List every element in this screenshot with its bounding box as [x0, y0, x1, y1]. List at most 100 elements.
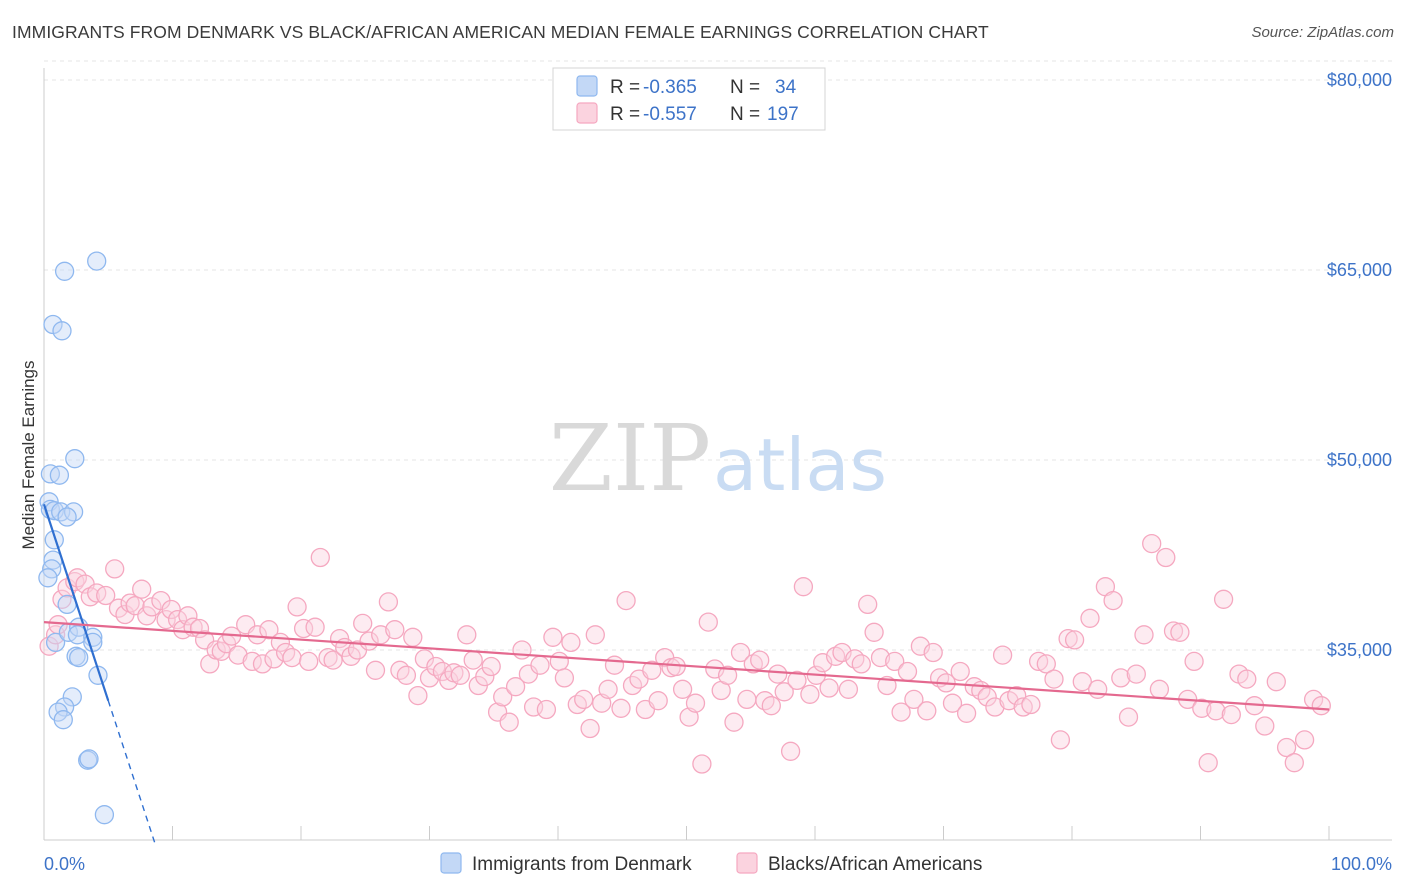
data-point-blacks	[1192, 698, 1212, 718]
data-point-blacks	[475, 666, 495, 687]
data-point-blacks	[755, 691, 775, 711]
data-point-blacks	[904, 689, 924, 710]
data-point-denmark	[45, 632, 66, 653]
data-point-blacks	[985, 697, 1005, 717]
data-point-blacks	[1213, 589, 1234, 609]
data-point-blacks	[885, 651, 905, 672]
data-point-denmark	[63, 502, 84, 522]
series-blacks-points	[39, 533, 1331, 774]
data-point-blacks	[1064, 630, 1085, 650]
data-point-blacks	[648, 691, 668, 711]
data-point-blacks	[161, 599, 181, 620]
data-point-denmark	[57, 507, 77, 527]
data-point-blacks	[512, 640, 532, 660]
data-point-blacks	[1311, 696, 1331, 716]
data-point-blacks	[642, 660, 662, 680]
data-point-blacks	[543, 627, 563, 647]
data-point-blacks	[567, 694, 587, 715]
data-point-blacks	[365, 660, 386, 680]
data-point-denmark	[52, 321, 72, 341]
data-point-blacks	[1184, 651, 1204, 672]
data-point-blacks	[685, 693, 706, 713]
watermark-atlas: atlas	[713, 423, 887, 507]
y-tick-label: $80,000	[1327, 70, 1392, 90]
data-point-blacks	[992, 645, 1013, 665]
data-point-blacks	[408, 685, 428, 706]
data-point-denmark	[69, 647, 89, 668]
data-point-blacks	[549, 651, 569, 672]
chart-title: IMMIGRANTS FROM DENMARK VS BLACK/AFRICAN…	[12, 22, 989, 42]
data-point-blacks	[724, 712, 744, 732]
x-tick-label-max: 100.0%	[1331, 854, 1392, 874]
data-point-blacks	[305, 617, 325, 637]
data-point-blacks	[426, 656, 446, 677]
y-tick-label: $50,000	[1327, 450, 1392, 470]
bottom-legend-label-denmark: Immigrants from Denmark	[472, 854, 692, 875]
data-point-blacks	[851, 654, 871, 674]
data-point-blacks	[1163, 621, 1184, 641]
data-point-blacks	[870, 647, 891, 668]
data-point-denmark	[62, 687, 82, 707]
legend-n-label-2: N =	[730, 104, 760, 125]
data-point-blacks	[800, 684, 820, 704]
data-point-blacks	[1021, 694, 1041, 715]
data-point-blacks	[396, 665, 417, 685]
data-point-blacks	[1103, 590, 1123, 611]
data-point-blacks	[698, 612, 718, 632]
data-point-blacks	[57, 578, 77, 598]
data-point-blacks	[132, 579, 152, 599]
y-axis-label: Median Female Earnings	[19, 361, 38, 550]
data-point-blacks	[1072, 672, 1092, 692]
data-point-blacks	[96, 585, 116, 606]
data-point-blacks	[530, 655, 550, 675]
data-point-blacks	[1198, 753, 1218, 773]
data-point-denmark	[38, 568, 58, 588]
data-point-blacks	[493, 687, 513, 707]
data-point-blacks	[604, 655, 625, 675]
data-point-blacks	[672, 679, 693, 699]
data-point-blacks	[1255, 716, 1275, 736]
data-point-blacks	[585, 625, 605, 645]
data-point-blacks	[793, 577, 814, 597]
watermark: ZIP atlas	[549, 405, 887, 512]
data-point-blacks	[1058, 628, 1078, 649]
legend-r-value-2: -0.557	[643, 104, 697, 125]
x-tick-label-min: 0.0%	[44, 854, 85, 874]
legend-r-label-1: R =	[610, 77, 640, 98]
data-point-blacks	[1276, 737, 1297, 758]
legend-n-value-2: 197	[767, 104, 799, 125]
data-point-blacks	[1007, 685, 1027, 706]
watermark-zip: ZIP	[549, 405, 711, 512]
data-point-blacks	[403, 627, 423, 647]
x-tick-marks	[43, 826, 1330, 840]
data-point-blacks	[282, 647, 302, 668]
data-point-blacks	[414, 649, 435, 669]
data-point-blacks	[845, 649, 865, 669]
data-point-blacks	[616, 590, 636, 611]
legend-swatch-blacks	[576, 102, 598, 124]
data-point-blacks	[1118, 707, 1139, 727]
data-point-blacks	[1080, 608, 1100, 628]
trend-line-denmark	[42, 503, 110, 702]
data-point-blacks	[717, 665, 738, 685]
data-point-blacks	[390, 660, 410, 680]
data-point-blacks	[259, 620, 279, 640]
legend-n-value-1: 34	[775, 77, 797, 98]
data-point-blacks	[1036, 654, 1056, 674]
data-point-blacks	[318, 647, 338, 668]
y-tick-label: $65,000	[1327, 260, 1392, 280]
data-point-blacks	[252, 654, 273, 674]
data-point-denmark	[49, 465, 70, 485]
y-tick-label: $35,000	[1327, 640, 1392, 660]
data-point-blacks	[463, 650, 483, 670]
data-point-blacks	[737, 689, 757, 710]
legend-r-value-1: -0.365	[643, 77, 697, 98]
trend-lines	[42, 503, 1330, 847]
data-point-blacks	[819, 678, 839, 698]
bottom-legend-label-blacks: Blacks/African Americans	[768, 854, 982, 875]
data-point-blacks	[774, 682, 794, 702]
grid-lines	[44, 60, 1392, 651]
data-point-blacks	[228, 645, 248, 665]
data-point-blacks	[505, 677, 526, 697]
data-point-denmark	[79, 749, 99, 769]
